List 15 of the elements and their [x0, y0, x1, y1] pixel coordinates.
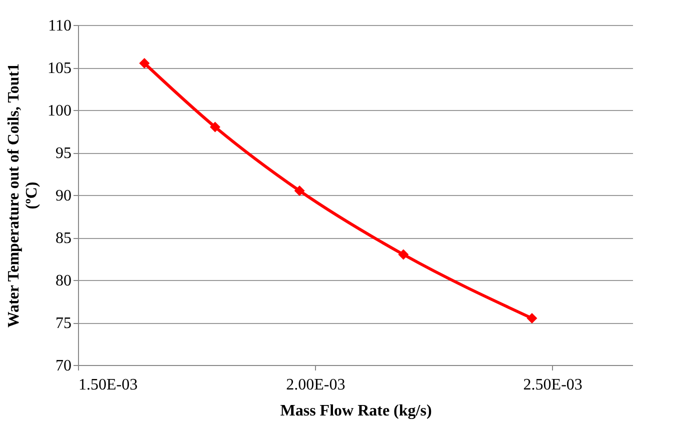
y-tick-label: 100: [48, 102, 72, 120]
x-tick-label: 2.50E-03: [523, 376, 582, 394]
y-tick-label: 80: [56, 272, 72, 290]
y-tick-label: 70: [56, 358, 72, 374]
text: Water Temperature out of Coils, Tout1: [6, 63, 22, 328]
y-tick-label: 95: [56, 145, 72, 162]
text: (ºC): [24, 182, 40, 210]
x-tick-label: 1.50E-03: [78, 376, 138, 394]
y-tick-label: 105: [48, 60, 72, 77]
y-tick-label: 110: [48, 18, 72, 34]
x-tick-label: 2.00E-03: [286, 376, 346, 394]
x-axis-title: Mass Flow Rate (kg/s): [280, 402, 432, 420]
y-tick-label: 90: [56, 188, 72, 204]
y-tick-label: 75: [56, 315, 72, 332]
y-tick-label: 85: [56, 230, 72, 247]
